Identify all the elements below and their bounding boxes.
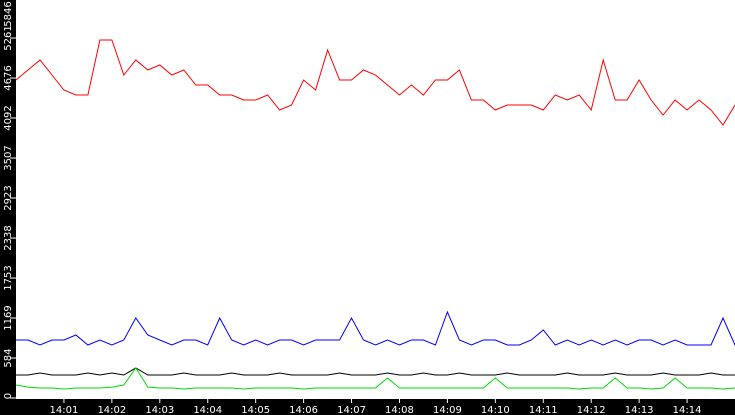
y-tick-label: 3507 — [3, 145, 14, 170]
x-tick-label: 14:01 — [50, 405, 79, 415]
x-axis-band — [0, 399, 735, 415]
x-tick-label: 14:12 — [577, 405, 606, 415]
x-tick-label: 14:04 — [193, 405, 222, 415]
x-tick-label: 14:11 — [529, 405, 558, 415]
x-tick-label: 14:05 — [241, 405, 270, 415]
x-tick-label: 14:14 — [673, 405, 702, 415]
y-tick-label: 584 — [3, 348, 14, 367]
y-tick-label: 1169 — [3, 305, 14, 330]
x-tick-label: 14:02 — [97, 405, 126, 415]
series-line-2 — [16, 367, 735, 376]
x-tick-label: 14:09 — [433, 405, 462, 415]
y-tick-label: 5261 — [3, 25, 14, 50]
y-axis-band — [0, 0, 16, 415]
x-tick-label: 14:13 — [625, 405, 654, 415]
series-line-1 — [16, 310, 735, 346]
y-tick-label: 4676 — [3, 65, 14, 90]
y-tick-label: 0 — [3, 393, 14, 399]
y-tick-label: 2923 — [3, 185, 14, 210]
x-tick-label: 14:07 — [337, 405, 366, 415]
y-tick-label: 5846 — [3, 1, 14, 26]
x-tick-label: 14:08 — [385, 405, 414, 415]
series-line-3 — [15, 367, 735, 390]
x-tick-label: 14:10 — [481, 405, 510, 415]
y-tick-label: 1753 — [3, 265, 14, 290]
x-tick-label: 14:03 — [145, 405, 174, 415]
y-tick-label: 4092 — [3, 105, 14, 130]
series-line-0 — [15, 39, 735, 126]
x-tick-label: 14:06 — [289, 405, 318, 415]
y-tick-label: 2338 — [3, 225, 14, 250]
